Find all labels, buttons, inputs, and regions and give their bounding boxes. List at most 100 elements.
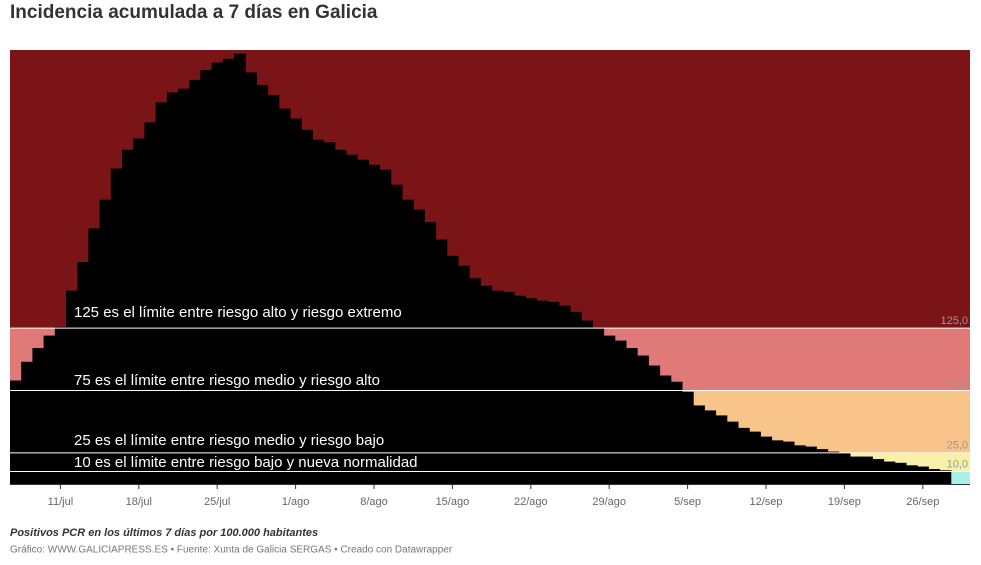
- bar: [670, 381, 683, 484]
- bar: [581, 320, 593, 484]
- x-tick-label: 26/sep: [906, 496, 939, 508]
- bar: [626, 348, 638, 484]
- bar: [749, 431, 761, 484]
- y-tick-label: 75,0: [947, 377, 968, 389]
- bar: [334, 149, 347, 484]
- bar: [256, 84, 269, 484]
- bar: [88, 228, 101, 484]
- bar: [648, 365, 661, 484]
- x-tick-label: 5/sep: [674, 496, 701, 508]
- bar: [771, 440, 784, 484]
- bar: [122, 149, 134, 484]
- bar: [805, 446, 817, 484]
- bar: [469, 278, 481, 484]
- bar: [838, 452, 851, 484]
- bar: [32, 348, 45, 484]
- x-tick-label: 29/ago: [592, 496, 626, 508]
- y-tick-label: 125,0: [940, 315, 968, 327]
- bar: [827, 451, 840, 484]
- bar: [290, 118, 302, 485]
- bar: [77, 262, 89, 484]
- y-tick-label: 25,0: [947, 440, 968, 452]
- x-tick-label: 8/ago: [360, 496, 388, 508]
- bar: [211, 62, 224, 485]
- x-tick-label: 25/jul: [204, 496, 230, 508]
- bar: [390, 184, 403, 485]
- bar: [861, 456, 873, 484]
- bar: [54, 326, 67, 484]
- chart-title: Incidencia acumulada a 7 días en Galicia: [10, 2, 378, 23]
- bar: [357, 159, 369, 484]
- bar: [189, 79, 201, 485]
- bar: [301, 129, 313, 484]
- bar: [514, 295, 526, 484]
- bar: [906, 465, 918, 484]
- bar: [200, 69, 213, 484]
- bar: [894, 462, 907, 484]
- bar: [446, 255, 459, 484]
- bar: [480, 285, 493, 484]
- bar: [144, 122, 157, 484]
- annotation: 25 es el límite entre riesgo medio y rie…: [74, 432, 384, 449]
- bar: [570, 311, 582, 484]
- bar: [458, 265, 470, 484]
- bar: [435, 239, 448, 484]
- bar: [782, 441, 795, 484]
- bar: [939, 470, 952, 484]
- bar: [234, 53, 246, 484]
- bar: [43, 335, 56, 484]
- bar: [368, 164, 381, 484]
- bar: [536, 300, 549, 484]
- bar: [693, 405, 705, 484]
- bar: [110, 168, 123, 485]
- x-tick-label: 18/jul: [126, 496, 152, 508]
- bar: [917, 466, 929, 484]
- bar: [682, 391, 694, 484]
- bar: [525, 298, 537, 484]
- x-tick-label: 22/ago: [514, 496, 548, 508]
- bar: [502, 291, 515, 484]
- bar: [424, 222, 437, 484]
- subtitle: Positivos PCR en los últimos 7 días por …: [10, 527, 318, 539]
- bar: [715, 415, 728, 484]
- bar: [760, 436, 773, 484]
- bar: [850, 456, 862, 484]
- bar: [21, 361, 33, 484]
- source: Gráfico: WWW.GALICIAPRESS.ES • Fuente: X…: [10, 545, 453, 556]
- plot: 10,0 25,0 75,0 125,0 11/jul 18/jul 25/jul 1/ago…: [10, 50, 970, 508]
- bar: [379, 169, 392, 485]
- bar: [133, 138, 145, 485]
- y-tick-label: 10,0: [947, 458, 968, 470]
- bar: [592, 328, 605, 484]
- bar: [99, 199, 112, 485]
- x-tick-label: 15/ago: [436, 496, 470, 508]
- x-tick-label: 12/sep: [749, 496, 782, 508]
- bar: [402, 199, 414, 485]
- bar: [323, 142, 336, 484]
- bar: [603, 335, 616, 484]
- bar: [614, 340, 627, 484]
- bar: [312, 139, 325, 485]
- bar: [491, 290, 504, 484]
- bar: [794, 445, 806, 484]
- bar: [245, 72, 257, 484]
- annotation: 75 es el límite entre riesgo medio y rie…: [74, 372, 380, 389]
- bar: [637, 355, 649, 484]
- bar: [558, 305, 571, 484]
- annotation: 125 es el límite entre riesgo alto y rie…: [74, 304, 402, 321]
- bar: [10, 380, 22, 484]
- bar: [155, 102, 168, 485]
- x-tick-label: 1/ago: [282, 496, 310, 508]
- bar: [738, 427, 750, 484]
- bar: [659, 375, 672, 484]
- bar: [178, 88, 190, 484]
- bar: [883, 461, 896, 484]
- bar: [413, 209, 425, 484]
- bar: [66, 290, 78, 484]
- x-tick-label: 11/jul: [48, 496, 73, 508]
- bar: [222, 58, 235, 484]
- x-tick-label: 19/sep: [828, 496, 861, 508]
- bar: [547, 301, 560, 484]
- bar: [928, 469, 941, 484]
